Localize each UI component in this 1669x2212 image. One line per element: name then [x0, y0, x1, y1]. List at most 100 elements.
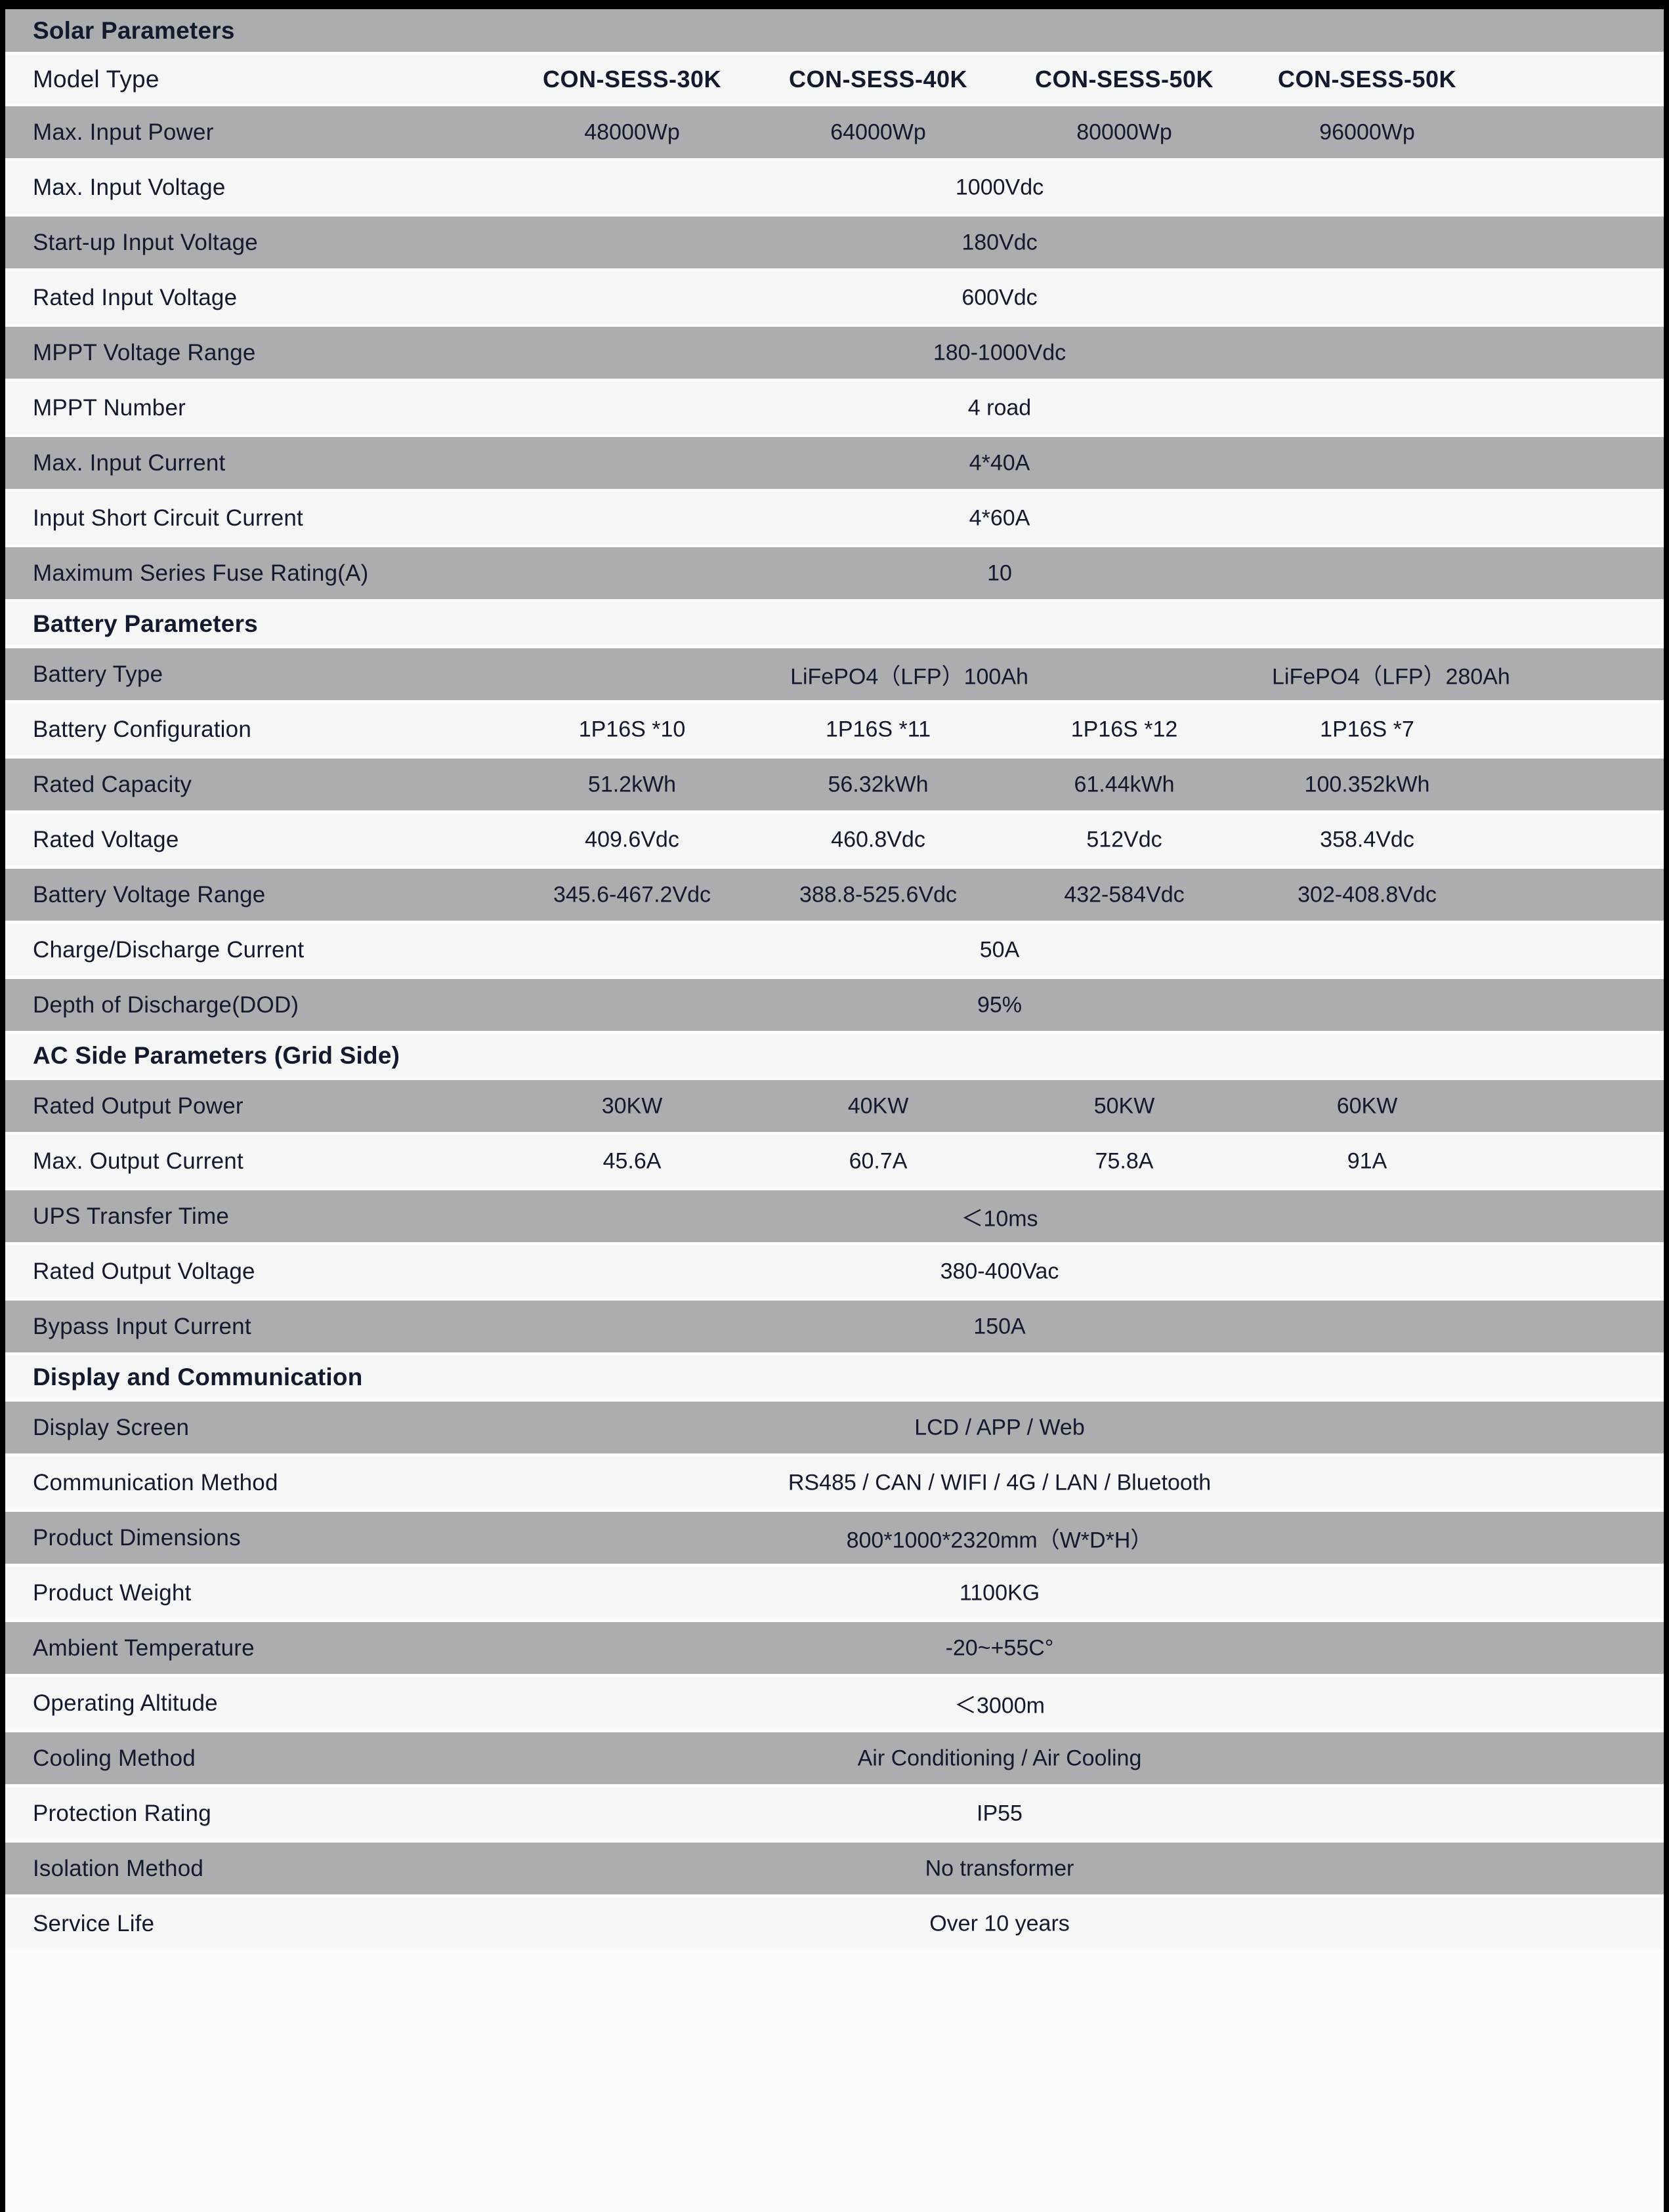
table-row: Ambient Temperature -20~+55C° — [5, 1622, 1664, 1677]
row-value-2: 432-584Vdc — [1064, 882, 1185, 907]
row-label: Product Dimensions — [33, 1524, 241, 1551]
row-value-merged: -20~+55C° — [945, 1635, 1054, 1660]
table-row: Rated Output Power 30KW 40KW 50KW 60KW — [5, 1080, 1664, 1135]
row-value-0: 45.6A — [602, 1148, 662, 1173]
row-value-3: 358.4Vdc — [1320, 827, 1414, 852]
row-label: MPPT Voltage Range — [33, 339, 256, 365]
row-value-3: 1P16S *7 — [1320, 717, 1414, 741]
row-label: Rated Input Voltage — [33, 284, 238, 310]
row-label: Rated Output Power — [33, 1093, 243, 1119]
row-value-merged: 4*40A — [969, 450, 1030, 475]
row-label: Input Short Circuit Current — [33, 505, 303, 531]
row-label: Maximum Series Fuse Rating(A) — [33, 560, 369, 586]
row-value-merged: No transformer — [925, 1856, 1074, 1881]
row-label: Bypass Input Current — [33, 1313, 251, 1339]
table-row: Battery Voltage Range 345.6-467.2Vdc 388.8… — [5, 869, 1664, 924]
table-row: Rated Voltage 409.6Vdc 460.8Vdc 512Vdc 358.4… — [5, 814, 1664, 869]
column-header-3: CON-SESS-50K — [1277, 65, 1457, 93]
row-value-3: 302-408.8Vdc — [1298, 882, 1437, 907]
table-row: Charge/Discharge Current 50A — [5, 924, 1664, 979]
table-row: Communication Method RS485 / CAN / WIFI /… — [5, 1457, 1664, 1512]
table-row: Max. Input Power 48000Wp 64000Wp 80000Wp 960… — [5, 106, 1664, 161]
row-value-span3: LiFePO4（LFP）100Ah — [790, 664, 1028, 689]
row-label: MPPT Number — [33, 394, 186, 421]
row-label: Rated Output Voltage — [33, 1258, 255, 1284]
section-header-row: AC Side Parameters (Grid Side) — [5, 1034, 1664, 1080]
column-header-2: CON-SESS-50K — [1034, 65, 1214, 93]
table-row: Bypass Input Current 150A — [5, 1301, 1664, 1356]
table-row: Max. Input Voltage 1000Vdc — [5, 161, 1664, 217]
section-title: Display and Communication — [33, 1363, 363, 1390]
row-value-2: 61.44kWh — [1074, 772, 1175, 797]
row-label: Rated Voltage — [33, 826, 179, 852]
row-label: Communication Method — [33, 1469, 278, 1495]
table-row: Isolation Method No transformer — [5, 1843, 1664, 1898]
row-label: Max. Output Current — [33, 1148, 243, 1174]
row-value-1: 1P16S *11 — [825, 717, 931, 741]
row-value-merged: LCD / APP / Web — [914, 1415, 1085, 1440]
row-value-2: 512Vdc — [1086, 827, 1162, 852]
table-row: Depth of Discharge(DOD) 95% — [5, 979, 1664, 1034]
row-value-merged: 95% — [977, 992, 1023, 1017]
row-label: Protection Rating — [33, 1800, 211, 1826]
row-value-merged: Air Conditioning / Air Cooling — [857, 1745, 1142, 1770]
row-value-merged: 1100KG — [959, 1580, 1040, 1605]
column-header-label: Model Type — [33, 65, 159, 93]
table-row: Rated Capacity 51.2kWh 56.32kWh 61.44kWh 100… — [5, 759, 1664, 814]
row-value-merged: 380-400Vac — [940, 1259, 1059, 1283]
row-value-merged: ＜3000m — [954, 1693, 1045, 1718]
row-value-0: 1P16S *10 — [578, 717, 686, 741]
row-label: Display Screen — [33, 1414, 190, 1440]
table-row: Maximum Series Fuse Rating(A) 10 — [5, 547, 1664, 602]
row-value-merged: 180-1000Vdc — [933, 340, 1067, 365]
row-value-merged: ＜10ms — [961, 1206, 1038, 1231]
table-row: Max. Input Current 4*40A — [5, 437, 1664, 492]
row-label: Product Weight — [33, 1579, 192, 1606]
row-value-merged: 800*1000*2320mm（W*D*H） — [846, 1528, 1153, 1553]
row-label: Cooling Method — [33, 1745, 196, 1771]
table-row: Operating Altitude ＜3000m — [5, 1677, 1664, 1732]
table-row: Cooling Method Air Conditioning / Air Coo… — [5, 1732, 1664, 1787]
row-value-merged: 600Vdc — [961, 285, 1038, 310]
row-value-0: 345.6-467.2Vdc — [553, 882, 711, 907]
row-label: Rated Capacity — [33, 771, 192, 797]
row-value-merged: 1000Vdc — [955, 175, 1044, 199]
table-row: Product Dimensions 800*1000*2320mm（W*D*H） — [5, 1512, 1664, 1567]
row-label: Isolation Method — [33, 1855, 204, 1881]
row-label: Max. Input Voltage — [33, 174, 226, 200]
row-value-1: 64000Wp — [830, 119, 926, 144]
row-label: Max. Input Current — [33, 449, 226, 476]
row-value-2: 1P16S *12 — [1070, 717, 1178, 741]
row-value-1: 56.32kWh — [828, 772, 929, 797]
row-value-merged: 180Vdc — [961, 230, 1038, 255]
row-value-2: 50KW — [1093, 1093, 1155, 1118]
table-row: Service Life Over 10 years — [5, 1898, 1664, 1953]
row-label: Service Life — [33, 1910, 155, 1936]
row-label: Depth of Discharge(DOD) — [33, 991, 299, 1018]
table-row: Battery Configuration 1P16S *10 1P16S *11 1… — [5, 703, 1664, 759]
table-row: Start-up Input Voltage 180Vdc — [5, 217, 1664, 272]
row-label: Operating Altitude — [33, 1690, 218, 1716]
row-value-last: LiFePO4（LFP）280Ah — [1272, 664, 1510, 689]
row-label: Battery Type — [33, 661, 163, 687]
row-value-merged: RS485 / CAN / WIFI / 4G / LAN / Bluetoot… — [788, 1470, 1212, 1495]
section-header-row: Battery Parameters — [5, 602, 1664, 648]
row-value-0: 51.2kWh — [587, 772, 677, 797]
section-title: AC Side Parameters (Grid Side) — [33, 1041, 400, 1069]
table-row: UPS Transfer Time ＜10ms — [5, 1190, 1664, 1245]
specifications-table: Solar Parameters Model Type CON-SESS-30K CO… — [5, 9, 1664, 2212]
row-value-merged: 10 — [987, 560, 1012, 585]
table-row: Rated Output Voltage 380-400Vac — [5, 1245, 1664, 1301]
row-label: Ambient Temperature — [33, 1635, 255, 1661]
row-value-3: 96000Wp — [1319, 119, 1415, 144]
section-title: Solar Parameters — [33, 16, 235, 44]
row-value-merged: 50A — [979, 937, 1020, 962]
row-value-1: 460.8Vdc — [831, 827, 925, 852]
table-row: Input Short Circuit Current 4*60A — [5, 492, 1664, 547]
table-row: MPPT Number 4 road — [5, 382, 1664, 437]
table-row: Display Screen LCD / APP / Web — [5, 1402, 1664, 1457]
row-value-0: 30KW — [601, 1093, 663, 1118]
table-row: Protection Rating IP55 — [5, 1787, 1664, 1843]
table-row: Max. Output Current 45.6A 60.7A 75.8A 91A — [5, 1135, 1664, 1190]
